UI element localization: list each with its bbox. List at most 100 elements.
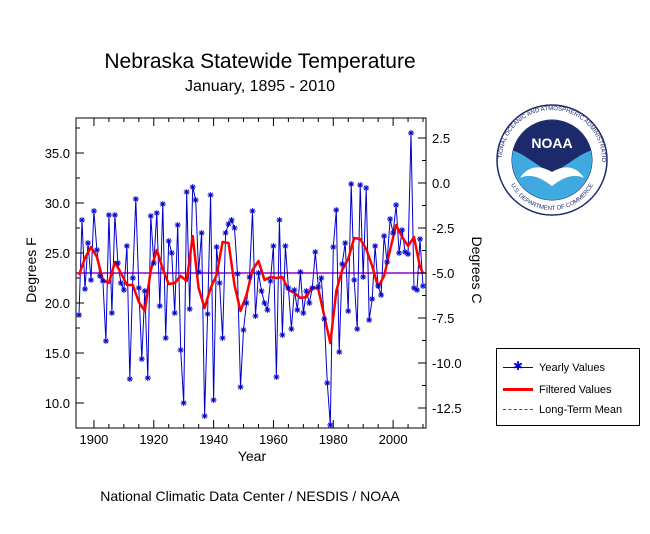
data-point [243, 300, 250, 306]
data-point [249, 208, 256, 214]
data-point [216, 280, 223, 286]
data-point [108, 310, 115, 316]
data-point [366, 317, 373, 323]
data-point [402, 249, 409, 255]
data-point [171, 310, 178, 316]
legend-item-filtered: Filtered Values [497, 381, 639, 399]
data-point [138, 356, 145, 362]
data-point [381, 233, 388, 239]
data-point [90, 208, 97, 214]
data-point [120, 287, 127, 293]
data-point [213, 244, 220, 250]
data-point [387, 216, 394, 222]
data-point [282, 243, 289, 249]
data-point [321, 316, 328, 322]
data-point [174, 222, 181, 228]
data-point [78, 217, 85, 223]
data-point [360, 274, 367, 280]
data-point [273, 374, 280, 380]
data-point [369, 296, 376, 302]
data-point [348, 181, 355, 187]
data-point [162, 335, 169, 341]
data-point [99, 278, 106, 284]
y-tick-label: 15.0 [45, 346, 70, 361]
y-axis-label-right: Degrees C [469, 237, 485, 304]
legend-item-mean: Long-Term Mean [497, 401, 639, 419]
data-point [264, 307, 271, 313]
data-point [297, 269, 304, 275]
y-tick-label: 25.0 [45, 246, 70, 261]
data-point [141, 288, 148, 294]
data-point [180, 400, 187, 406]
data-point [228, 217, 235, 223]
data-point [318, 275, 325, 281]
data-point [312, 249, 319, 255]
data-point [189, 184, 196, 190]
data-point [396, 250, 403, 256]
data-point [303, 288, 310, 294]
data-point [309, 285, 316, 291]
data-point [378, 292, 385, 298]
data-point [159, 201, 166, 207]
data-point [102, 338, 109, 344]
data-point [420, 283, 426, 289]
data-point [267, 278, 274, 284]
data-point [411, 285, 418, 291]
y-tick-label: 30.0 [45, 196, 70, 211]
data-point [126, 376, 133, 382]
data-point [96, 273, 103, 279]
y-tick-label: 20.0 [45, 296, 70, 311]
data-point [168, 250, 175, 256]
data-point [258, 288, 265, 294]
data-point [300, 310, 307, 316]
legend-item-yearly: ✱ Yearly Values [497, 359, 639, 377]
data-point [252, 313, 259, 319]
data-point [417, 236, 424, 242]
data-point [111, 212, 118, 218]
data-point [177, 347, 184, 353]
data-point [372, 243, 379, 249]
data-point [144, 375, 151, 381]
data-point [234, 271, 241, 277]
data-point [354, 326, 361, 332]
plot-area [76, 130, 426, 428]
data-point [231, 225, 238, 231]
data-point [255, 270, 262, 276]
data-point [351, 277, 358, 283]
data-point [405, 251, 412, 257]
data-point [399, 227, 406, 233]
data-point [294, 307, 301, 313]
data-point [129, 275, 136, 281]
data-point [132, 196, 139, 202]
y-tick-label-right: -2.5 [432, 221, 454, 236]
y-tick-label-right: 0.0 [432, 176, 450, 191]
data-point [207, 192, 214, 198]
data-point [210, 397, 217, 403]
data-point [324, 380, 331, 386]
y-tick-label-right: 2.5 [432, 131, 450, 146]
data-point [327, 422, 334, 428]
data-point [114, 260, 121, 266]
x-tick-label: 1900 [79, 432, 108, 447]
data-point [288, 326, 295, 332]
data-point [237, 384, 244, 390]
data-point [408, 130, 415, 136]
data-point [285, 285, 292, 291]
y-axis-label: Degrees F [23, 237, 39, 302]
data-point [204, 311, 211, 317]
y-tick-label-right: -7.5 [432, 311, 454, 326]
data-point [414, 287, 421, 293]
data-point [393, 202, 400, 208]
data-point [375, 283, 382, 289]
data-point [219, 335, 226, 341]
data-point [84, 240, 91, 246]
x-tick-label: 2000 [379, 432, 408, 447]
data-point [276, 217, 283, 223]
data-point [198, 230, 205, 236]
chart-title: Nebraska Statewide Temperature [104, 50, 416, 73]
filtered-values-line [77, 223, 425, 345]
data-point [339, 261, 346, 267]
data-point [279, 332, 286, 338]
x-tick-label: 1960 [259, 432, 288, 447]
data-point [291, 287, 298, 293]
